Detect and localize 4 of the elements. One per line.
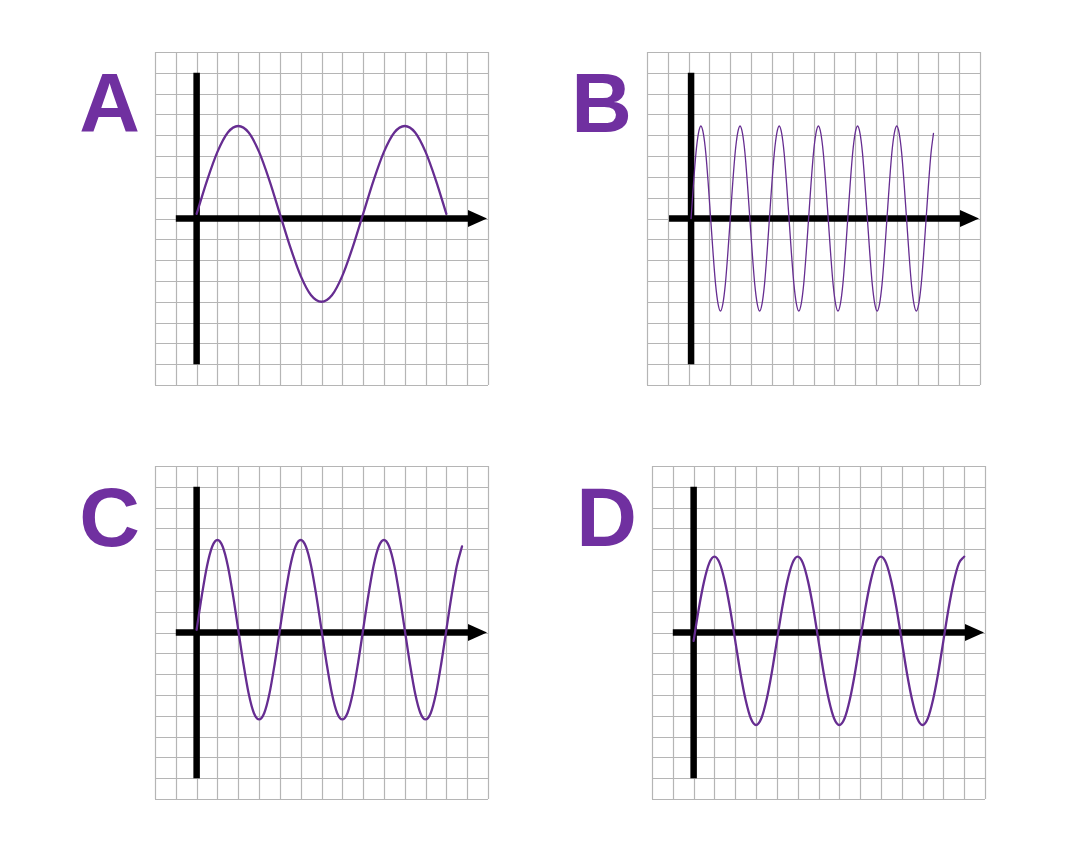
chart-title: D xyxy=(576,470,637,564)
chart-title: C xyxy=(79,470,140,564)
chart-title: A xyxy=(79,56,140,150)
chart-title: B xyxy=(571,56,632,150)
